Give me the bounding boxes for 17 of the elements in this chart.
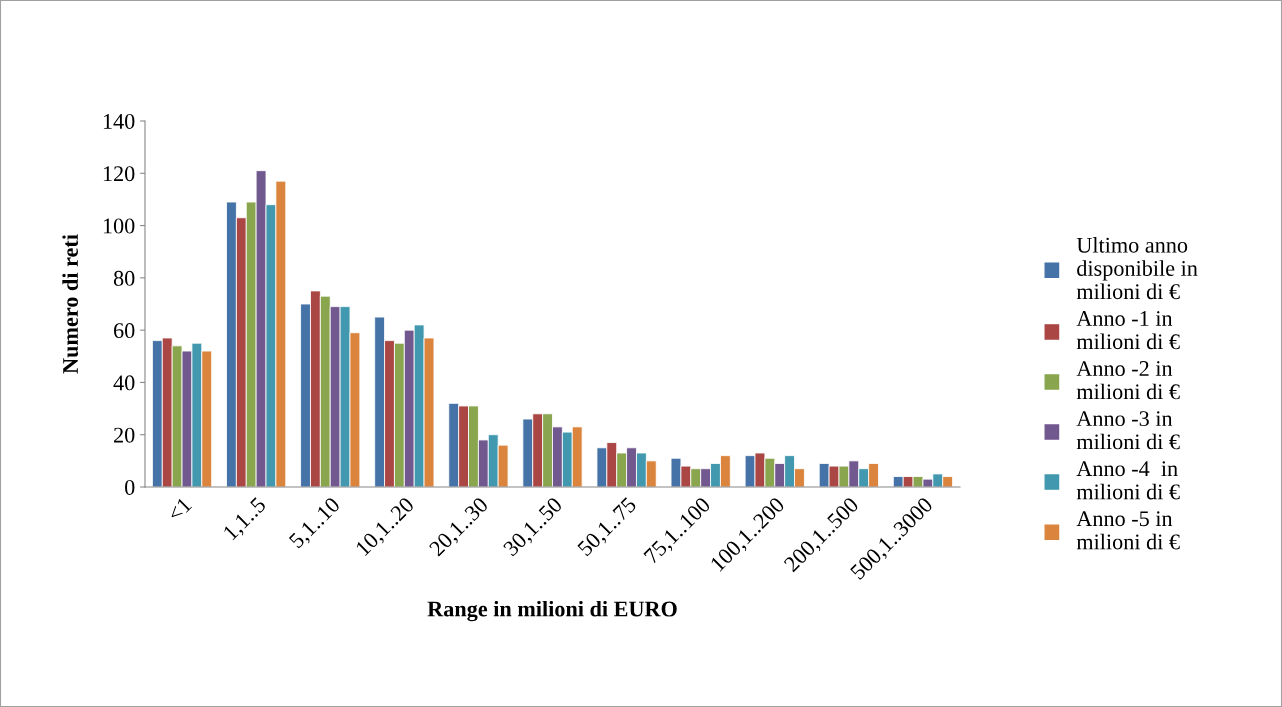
y-tick-label: 20: [114, 427, 135, 443]
y-axis-title: Numero di reti: [62, 234, 79, 374]
y-tick-label: 100: [103, 218, 135, 234]
y-tick-label: 60: [114, 323, 135, 339]
y-tick-label: 0: [125, 479, 135, 495]
legend-label: Anno -3 in milioni di €: [1076, 411, 1180, 450]
x-axis-title: Range in milioni di EURO: [427, 600, 677, 622]
legend-label: Anno -4 in milioni di €: [1076, 461, 1180, 500]
legend-label: Anno -1 in milioni di €: [1076, 311, 1180, 350]
y-tick-label: 80: [113, 270, 135, 286]
y-tick-label: 140: [103, 113, 135, 129]
y-tick-label: 120: [103, 166, 135, 182]
legend-label: Anno -2 in milioni di €: [1076, 361, 1180, 400]
x-tick-label: <1: [166, 496, 193, 523]
y-tick-label: 40: [113, 375, 135, 391]
legend-label: Anno -5 in milioni di €: [1076, 511, 1180, 550]
legend-label: Ultimo anno disponibile in milioni di €: [1076, 237, 1198, 300]
